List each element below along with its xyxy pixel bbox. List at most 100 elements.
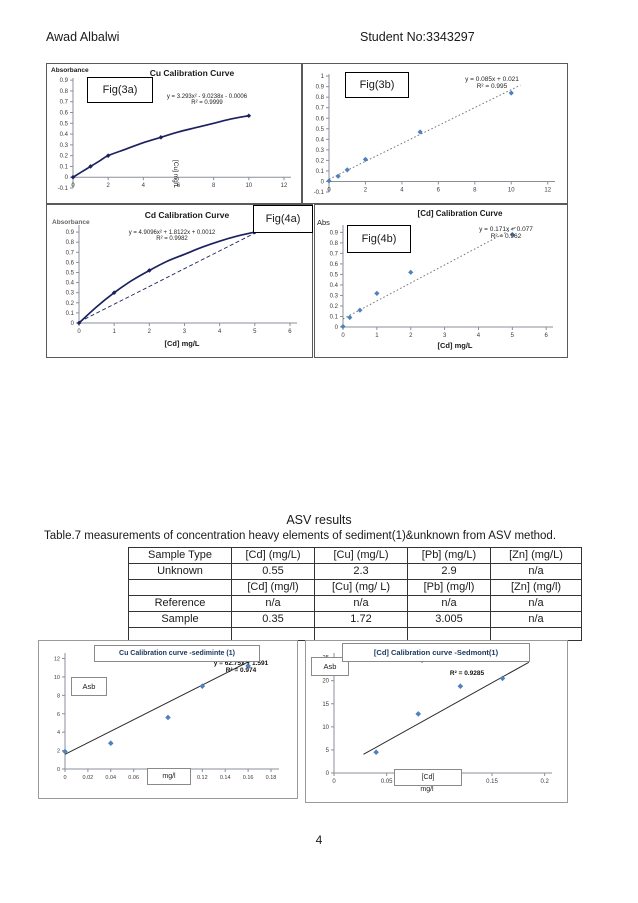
table-caption: Table.7 measurements of concentration he… [44,530,557,542]
tick-label: 0.8 [316,95,325,101]
results-table: Sample Type [Cd] (mg/L) [Cu] (mg/L) [Pb] (m… [128,547,582,641]
chart-cu-sediment: 02468101200.020.040.060.080.10.120.140.1… [38,640,298,799]
table-cell: n/a [407,595,491,612]
tick-label: 6 [437,187,441,193]
tick-label: 4 [57,730,60,736]
fig3b-marker [417,129,423,135]
fig4b-ylabel: Abs [317,218,330,227]
table-cell: [Cu] (mg/ L) [314,579,408,596]
table-cell: n/a [490,611,582,628]
tick-label: 12 [281,183,288,189]
tick-label: -0.1 [314,190,325,196]
section-heading: ASV results [286,513,352,527]
tick-label: 2 [409,333,413,339]
fig4b-marker [408,269,414,275]
tick-label: 0.9 [330,230,339,236]
tick-label: 0 [341,333,345,339]
table-cell: n/a [231,595,315,612]
cu-sediment-ylabel: Asb [71,677,107,696]
table-row [128,627,582,641]
tick-label: 10 [54,675,60,681]
tick-label: 0.5 [330,272,339,278]
cd_sed-marker [373,749,379,756]
tick-label: 0.9 [316,85,325,91]
table-cell [314,627,408,641]
fig3a-equation: y = 3.293x² - 9.0238x - 0.0006 [166,94,248,100]
table-cell: [Zn] (mg/l) [490,579,582,596]
table-cell: 2.9 [407,563,491,580]
fig3a-marker [246,113,252,119]
tick-label: 0.6 [66,260,75,266]
fig4a-xlabel: [Cd] mg/L [164,339,200,348]
results-table-head: Sample Type [Cd] (mg/L) [Cu] (mg/L) [Pb] (m… [128,547,582,564]
table-header-cell: [Zn] (mg/L) [490,547,582,564]
tick-label: 0.7 [330,251,339,257]
fig3a-canvas: 0.90.80.70.60.50.40.30.20.10-0.1 0 2 4 6 8 10 1… [58,78,291,192]
cd-sediment-ylabel: Asb [311,657,349,676]
fig4b-marker [357,307,363,313]
fig4a-canvas: 0.9 0.8 0.7 0.6 0.5 0.4 0.3 0.2 0.1 00 1 2 3 4 5 6 [66,225,297,335]
tick-label: 0.3 [316,148,325,154]
table-cell: [Cd] (mg/l) [231,579,315,596]
tick-label: 0.2 [316,158,325,164]
cu-sediment-title: Cu Calibration curve -sediminte (1) [94,645,260,662]
tick-label: 0.9 [66,230,75,236]
table-cell: Unknown [128,563,232,580]
fig3b-marker [362,156,369,162]
fig3a-plot: 0.90.80.70.60.50.40.30.20.10-0.1 0 2 4 6 8 10 1… [58,78,291,192]
tick-label: 0.6 [330,262,339,268]
tick-label: 0.1 [66,311,75,317]
table-cell: Sample [128,611,232,628]
cu-sediment-xlabel: mg/l [147,768,191,785]
tick-label: 0.15 [486,779,498,785]
fig4a-dashed-line [78,232,256,323]
table-cell [407,627,491,641]
tick-label: 8 [473,187,477,193]
tick-label: 0.9 [60,78,69,84]
fig4b-plot: 0.9 0.8 0.7 0.6 0.5 0.4 0.3 0.2 0.1 00 1 2 3 4 5 6 [330,225,553,339]
cu_sed-marker [245,663,251,669]
fig3a-marker [105,153,111,158]
tick-label: 0 [71,183,75,189]
fig4b-badge: Fig(4b) [347,225,411,253]
fig4b-r-squared: R² = 0.962 [490,233,522,240]
table-cell: 1.72 [314,611,408,628]
table-cell: 3.005 [407,611,491,628]
fig4a-marker [76,320,82,326]
table-cell [128,627,232,641]
student-number: Student No:3343297 [360,30,475,44]
tick-label: 5 [326,748,330,754]
fig4a-title: Cd Calibration Curve [144,210,230,220]
fig3a-badge: Fig(3a) [87,77,153,103]
fig4b-title: [Cd] Calibration Curve [417,209,503,218]
table-cell: n/a [314,595,408,612]
cd-sediment-xlabel-unit: mg/l [420,786,434,793]
tick-label: 6 [177,183,181,189]
tick-label: 15 [322,702,329,708]
tick-label: 0.7 [66,250,75,256]
tick-label: 6 [545,333,549,339]
table-row: Sample 0.35 1.72 3.005 n/a [128,611,582,628]
fig3b-badge: Fig(3b) [345,72,409,98]
cu-sediment-equation-block: y = 62.75x + 1.591 R² = 0.974 [187,660,295,674]
table-cell: 2.3 [314,563,408,580]
tick-label: 0.3 [330,293,339,299]
tick-label: 0.2 [60,154,69,160]
fig4b-marker [347,314,353,321]
tick-label: 0.2 [330,304,339,310]
table-header-cell: Sample Type [128,547,232,564]
tick-label: 2 [148,329,152,335]
table-header-row: Sample Type [Cd] (mg/L) [Cu] (mg/L) [Pb] (m… [128,547,582,564]
table-cell: [Pb] (mg/l) [407,579,491,596]
fig3b-r-squared: R² = 0.995 [476,83,508,90]
fig4a-badge: Fig(4a) [253,205,313,233]
tick-label: 1 [321,74,325,80]
table-cell: Reference [128,595,232,612]
tick-label: 6 [288,329,292,335]
fig3b-marker [326,178,332,184]
fig4a-r-squared: R² = 0.9982 [156,236,188,242]
fig3a-title: Cu Calibration Curve [149,68,235,78]
chart-cu-calibration-3b: 1 0.9 0.8 0.7 0.6 0.5 0.4 0.3 0.2 0.1 0 -0.1 0 2 4 6 8 10… [302,63,568,204]
tick-label: 0.5 [66,270,75,276]
tick-label: 4 [142,183,146,189]
